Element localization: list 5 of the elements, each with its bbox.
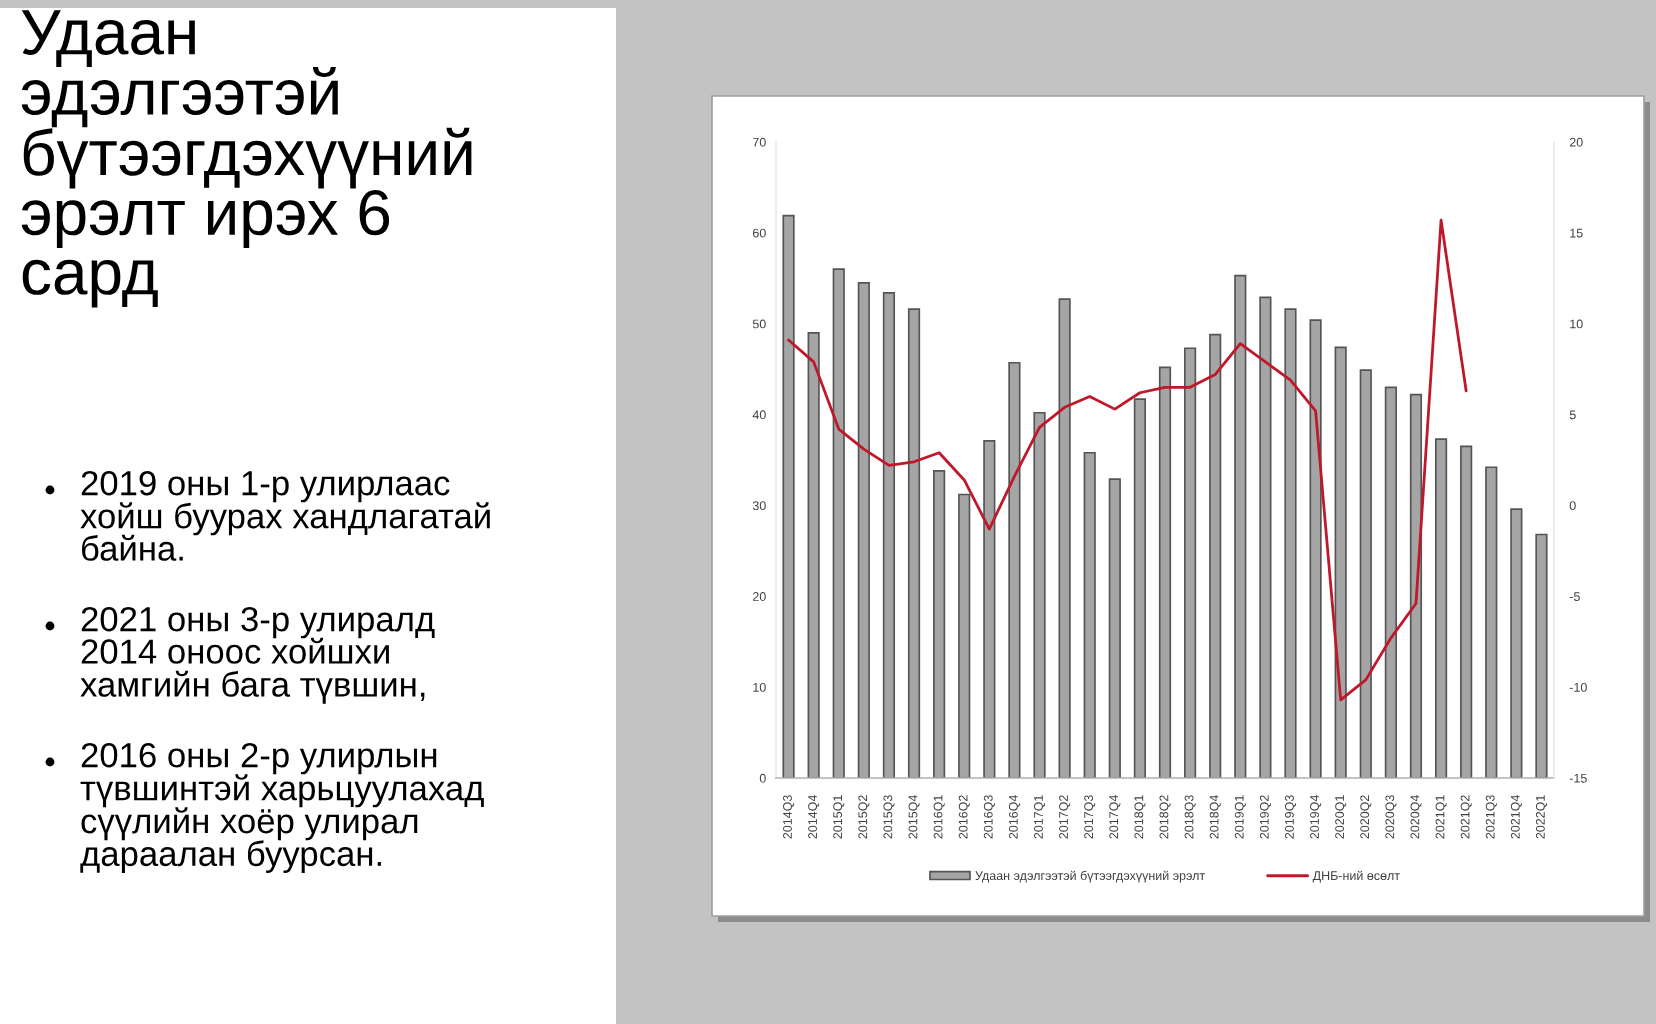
text: 2021 оны 3-р улиралд 2014 оноос хойшхи хамгийн бага түвшин, [80,606,435,704]
text: 2019 оны 1-р улирлаас хойш буурах хандлагатай байна. [80,470,490,561]
text: 2016 оны 2-р улирлын түвшинтэй харьцуулахад сүүлийн хоёр улирал дараалан буурсан. [80,742,484,873]
line-series [787,218,1468,702]
text: Удаан эдэлгээтэй бүтээгдэхүүний эрэлт ирэх 6 сард [21,10,472,308]
